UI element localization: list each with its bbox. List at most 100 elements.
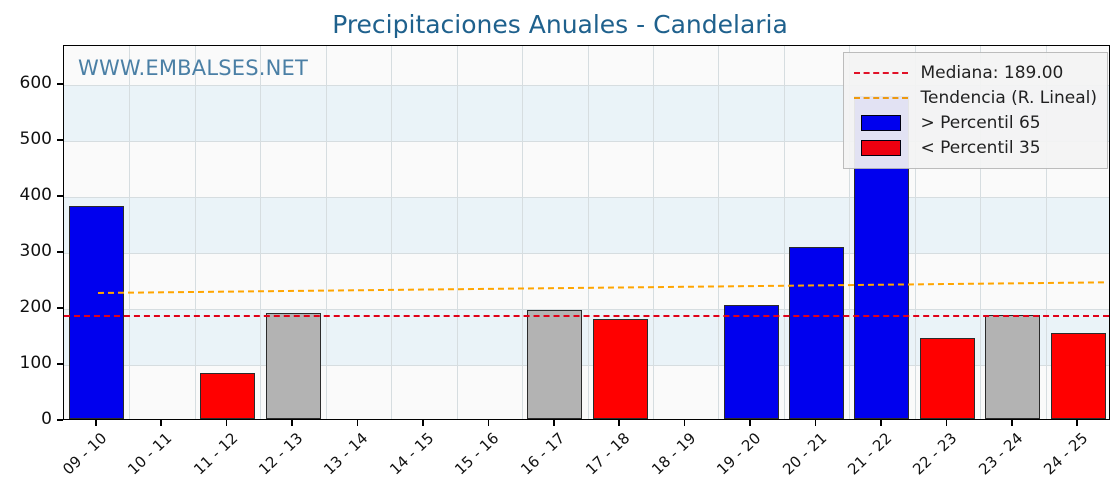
y-axis-label: 0 — [41, 409, 52, 429]
legend-label: Mediana: 189.00 — [920, 62, 1064, 83]
legend-line-sample — [853, 64, 908, 82]
x-axis-label: 13 - 14 — [320, 429, 372, 479]
y-axis-label: 300 — [19, 241, 52, 262]
gridline — [64, 365, 1109, 367]
x-axis-tick — [880, 420, 882, 426]
x-axis-label: 21 - 22 — [844, 429, 896, 479]
gridline — [64, 309, 1109, 311]
legend-item: Tendencia (R. Lineal) — [853, 85, 1098, 110]
y-axis-tick — [57, 195, 63, 197]
bar — [69, 206, 125, 419]
bar — [592, 319, 648, 419]
x-axis-label: 19 - 20 — [713, 429, 765, 479]
x-axis-tick — [160, 420, 162, 426]
x-axis-tick — [225, 420, 228, 426]
y-axis-label: 500 — [19, 129, 52, 150]
gridline — [456, 46, 458, 419]
bar — [1050, 333, 1106, 419]
y-axis-tick — [57, 83, 63, 85]
bar — [265, 312, 321, 419]
x-axis-tick — [683, 420, 686, 426]
x-axis-label: 24 - 25 — [1040, 429, 1092, 479]
x-axis-label: 14 - 15 — [386, 429, 438, 479]
gridline — [325, 46, 327, 419]
gridline — [64, 141, 1109, 143]
x-axis-label: 22 - 23 — [909, 429, 961, 479]
bar — [723, 304, 779, 419]
y-axis-label: 100 — [19, 353, 52, 374]
gridline — [64, 85, 1109, 87]
x-axis-label: 16 - 17 — [516, 429, 569, 479]
x-axis-tick — [552, 420, 555, 426]
y-axis-label: 200 — [19, 297, 52, 318]
legend-color-swatch — [860, 114, 901, 131]
x-axis-tick — [945, 420, 948, 426]
legend-label: Tendencia (R. Lineal) — [920, 87, 1098, 108]
trend-reference-line — [98, 281, 1105, 295]
x-axis-label: 10 - 11 — [124, 429, 176, 479]
gridline — [1045, 46, 1047, 419]
gridline — [522, 46, 524, 419]
y-axis-tick — [57, 363, 63, 365]
x-axis-tick — [1011, 420, 1013, 426]
legend-item: > Percentil 65 — [854, 110, 1098, 135]
x-axis-label: 09 - 10 — [58, 429, 110, 479]
x-axis-tick — [487, 420, 490, 426]
legend-label: > Percentil 65 — [920, 112, 1041, 133]
x-axis-tick — [356, 420, 359, 426]
gridline — [260, 46, 262, 419]
gridline — [64, 197, 1109, 199]
x-axis-label: 17 - 18 — [582, 429, 634, 479]
x-axis-tick — [94, 420, 97, 426]
x-axis-label: 15 - 16 — [451, 429, 503, 479]
gridline — [652, 46, 654, 419]
gridline — [914, 46, 916, 419]
chart-legend: Mediana: 189.00 Tendencia (R. Lineal) > Pe… — [842, 52, 1108, 169]
legend-patch-sample — [854, 139, 908, 157]
y-axis-label: 400 — [19, 185, 52, 206]
gridline — [849, 46, 851, 419]
chart-title: Precipitaciones Anuales - Candelaria — [332, 10, 788, 39]
gridline — [783, 46, 785, 419]
legend-label: < Percentil 35 — [920, 137, 1041, 158]
y-axis-tick — [57, 251, 63, 253]
bar — [527, 309, 583, 419]
gridline — [129, 46, 131, 419]
x-axis-label: 12 - 13 — [255, 429, 307, 479]
x-axis-tick — [618, 420, 620, 426]
y-axis-tick — [57, 307, 63, 309]
gridline — [587, 46, 589, 419]
gridline — [391, 46, 393, 419]
bar — [789, 247, 844, 419]
x-axis-tick — [814, 420, 817, 426]
watermark-text: WWW.EMBALSES.NET — [78, 56, 309, 80]
legend-item: < Percentil 35 — [854, 135, 1098, 160]
bar — [200, 372, 256, 419]
legend-item: Mediana: 189.00 — [853, 60, 1098, 85]
gridline — [980, 46, 982, 419]
x-axis-label: 18 - 19 — [647, 429, 699, 479]
x-axis-label: 11 - 12 — [189, 429, 241, 479]
background-band — [64, 197, 1109, 254]
x-axis-tick — [749, 420, 751, 426]
legend-line-swatch — [853, 71, 908, 74]
bar — [919, 337, 975, 419]
x-axis-tick — [1076, 420, 1079, 426]
y-axis-tick — [57, 139, 63, 141]
gridline — [718, 46, 720, 419]
gridline — [64, 253, 1109, 255]
median-reference-line — [64, 315, 1109, 318]
legend-patch-sample — [854, 114, 908, 132]
x-axis-tick — [291, 420, 293, 426]
legend-color-swatch — [860, 139, 901, 156]
legend-line-swatch — [853, 96, 908, 99]
x-axis-label: 20 - 21 — [778, 429, 830, 479]
y-axis-label: 600 — [19, 73, 52, 94]
x-axis-tick — [422, 420, 424, 426]
bar — [985, 315, 1041, 419]
gridline — [194, 46, 196, 419]
x-axis-label: 23 - 24 — [974, 429, 1027, 479]
y-axis-tick — [57, 419, 63, 421]
legend-line-sample — [853, 89, 908, 107]
